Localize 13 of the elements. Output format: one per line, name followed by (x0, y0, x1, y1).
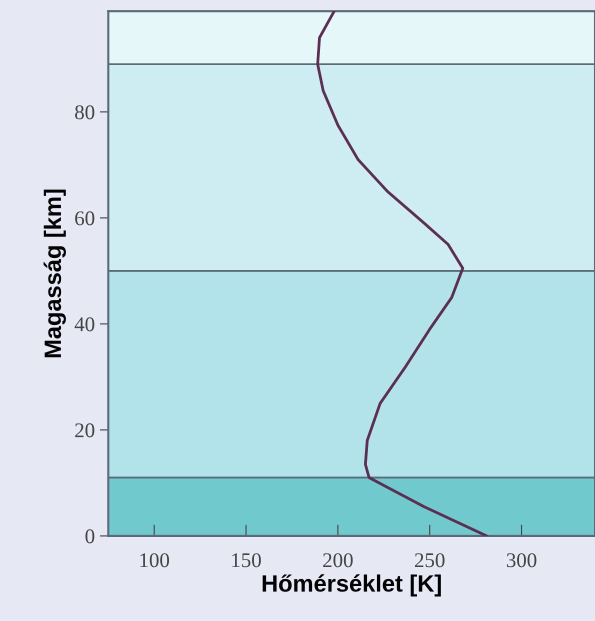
x-tick-label: 100 (140, 553, 170, 568)
y-tick-label: 40 (74, 317, 94, 332)
x-tick-label: 150 (232, 553, 261, 568)
x-tick-label: 300 (506, 553, 536, 568)
y-tick-label: 0 (85, 529, 94, 544)
x-axis-title: Hőmérséklet [K] (262, 574, 441, 596)
y-tick-label: 60 (75, 211, 94, 226)
x-tick-label: 250 (414, 553, 445, 568)
x-tick-label: 200 (323, 553, 353, 568)
line-series (316, 11, 488, 536)
y-tick-label: 20 (75, 423, 94, 438)
y-axis-title: Magasság [km] (44, 190, 66, 358)
y-tick-label: 80 (75, 105, 94, 120)
